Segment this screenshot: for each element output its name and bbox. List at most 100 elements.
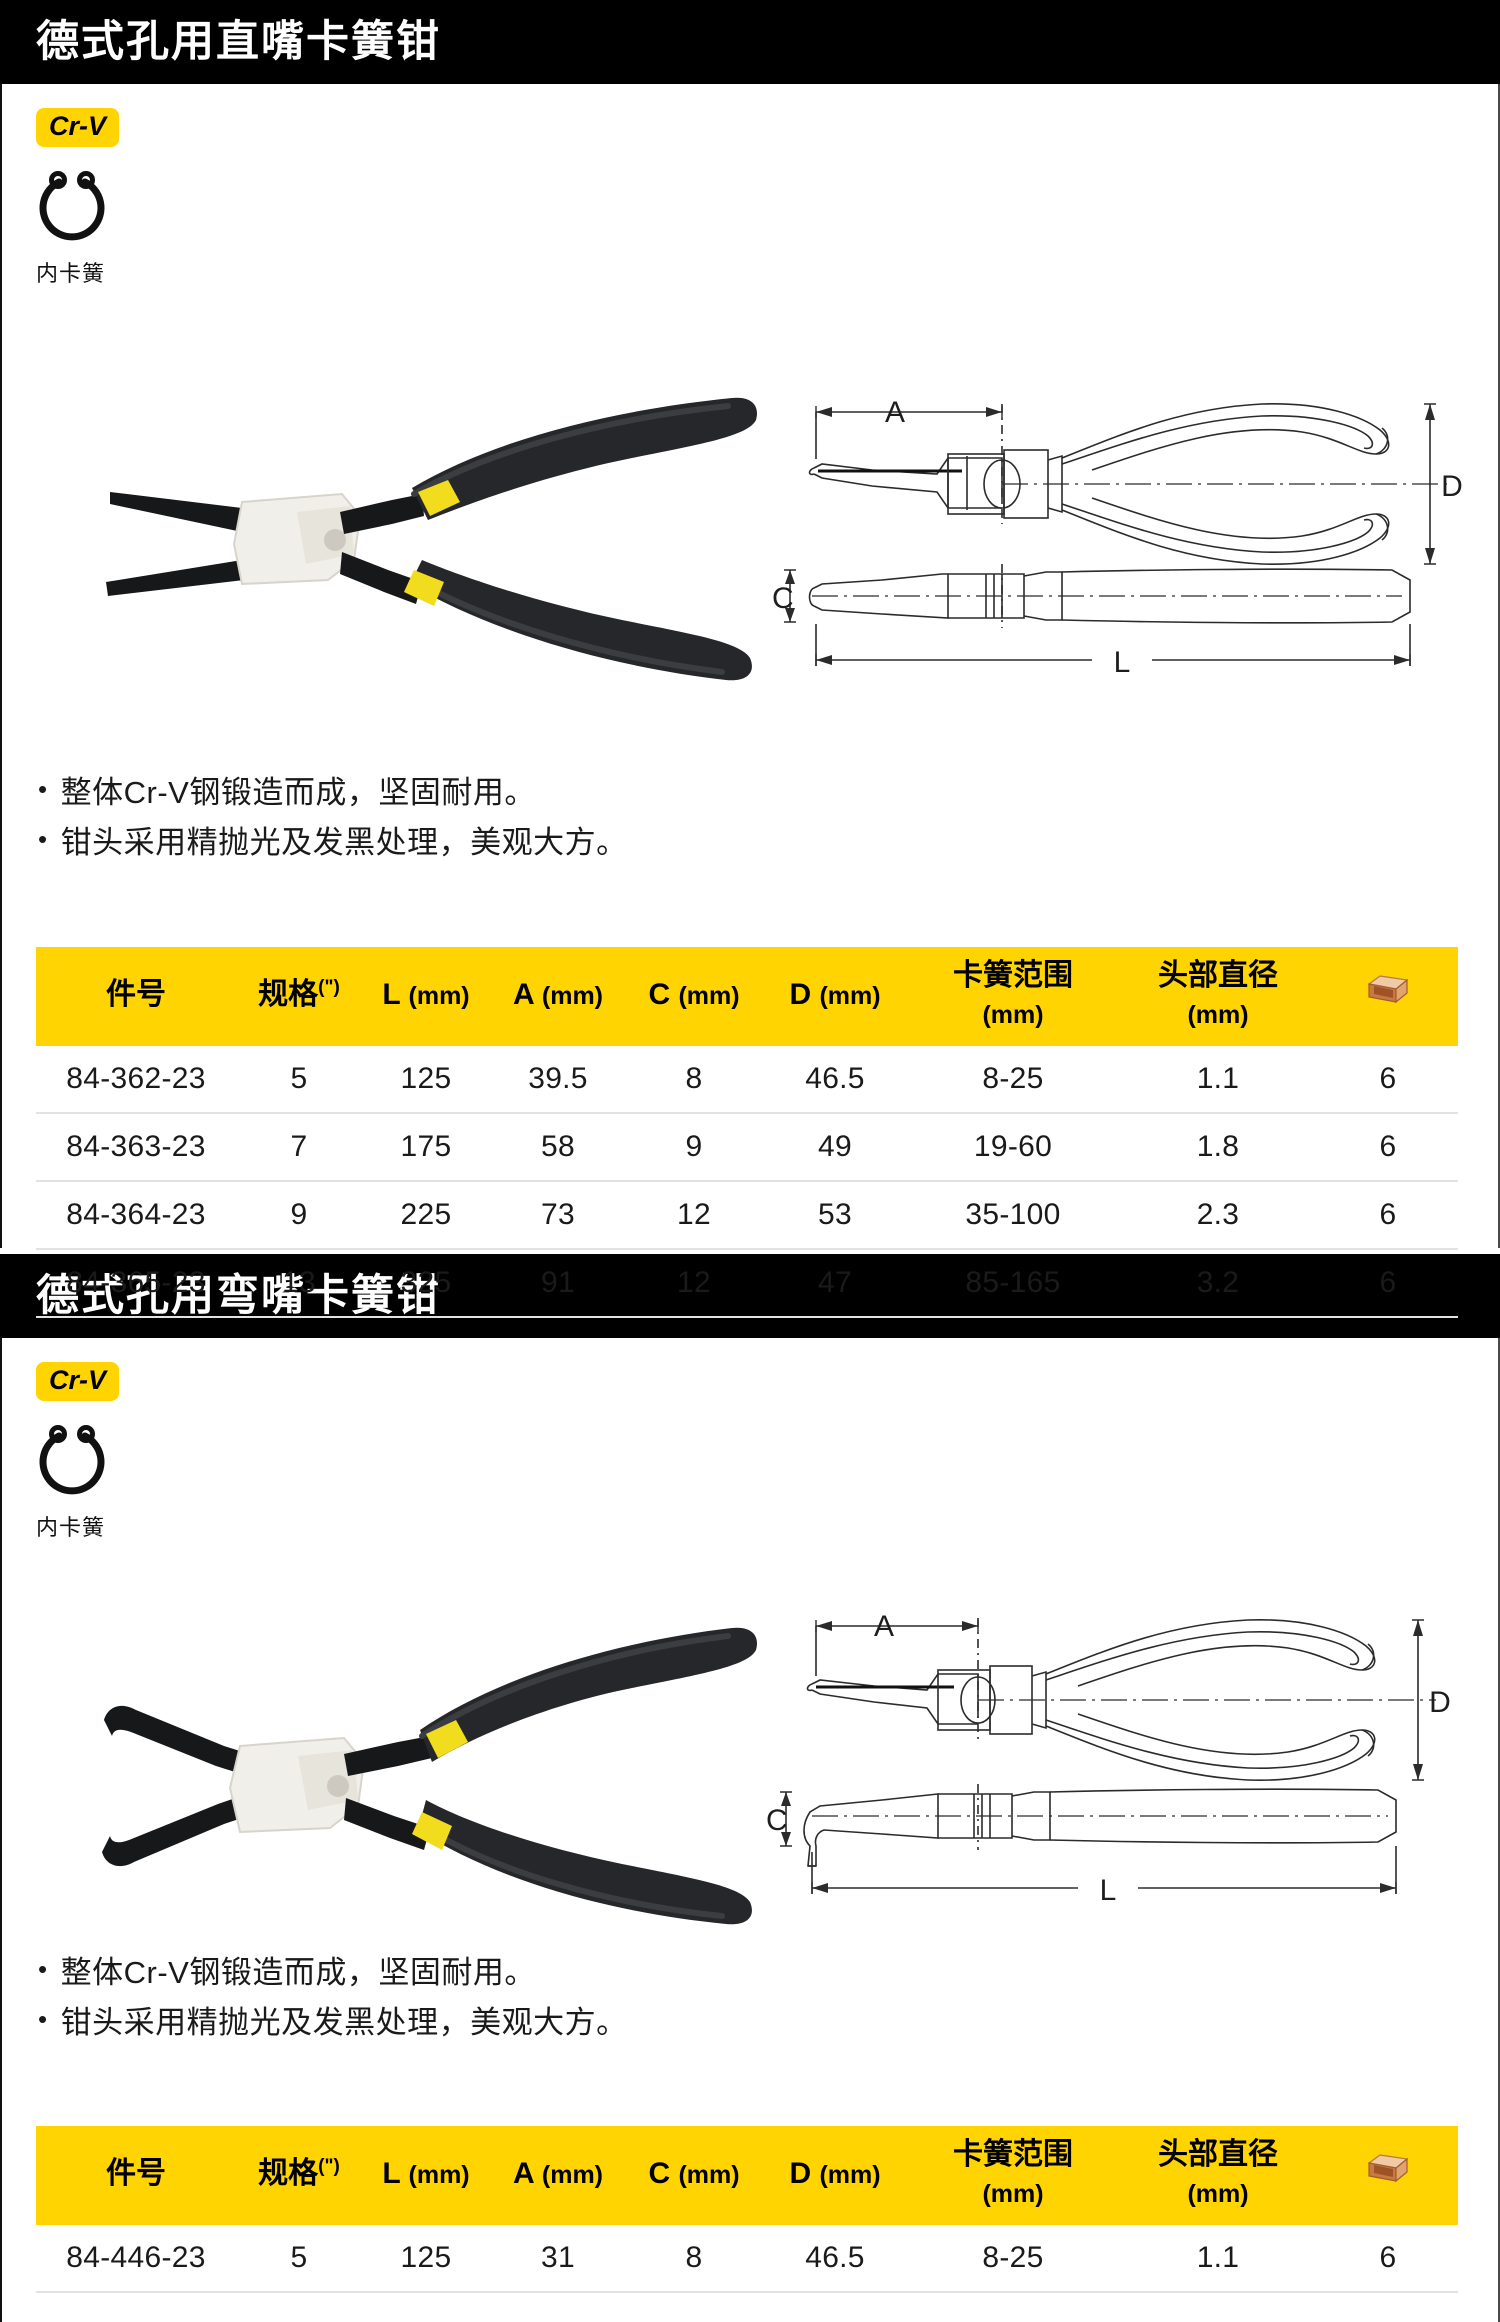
cell-d: 47 [762, 1248, 908, 1318]
crv-badge-2: Cr-V [36, 1362, 120, 1401]
table-row: 84-446-23 5 125 31 8 46.5 8-25 1.1 6 [36, 2224, 1458, 2293]
crv-badge-1: Cr-V [36, 108, 120, 147]
bullet-item: • 整体Cr-V钢锻造而成，坚固耐用。 [38, 768, 628, 818]
dim-label-l: L [1100, 1874, 1117, 1907]
cell-part-no: 84-365-23 [36, 1248, 236, 1318]
cell-circlip-range: 35-100 [908, 1180, 1118, 1250]
cell-package-qty: 6 [1318, 1248, 1458, 1318]
internal-circlip-icon-wrap-1: 内卡簧 [36, 169, 216, 288]
table-header-row: 件号 规格(") L (mm) A (mm) C (mm) [36, 2126, 1458, 2225]
table-header-row: 件号 规格(") L (mm) A (mm) C (mm) [36, 947, 1458, 1046]
product-photo-1 [92, 384, 772, 704]
cell-a: 73 [490, 1180, 626, 1250]
cell-c: 8 [626, 1045, 762, 1114]
table-body-2: 84-446-23 5 125 31 8 46.5 8-25 1.1 6 [36, 2224, 1458, 2293]
cell-package-qty: 6 [1318, 1112, 1458, 1182]
table-row: 84-364-23 9 225 73 12 53 35-100 2.3 6 [36, 1180, 1458, 1250]
cell-l: 125 [362, 2224, 490, 2293]
cell-circlip-range: 8-25 [908, 1045, 1118, 1114]
cell-l: 225 [362, 1180, 490, 1250]
cell-size: 5 [236, 2224, 362, 2293]
col-header-d: D (mm) [762, 947, 908, 1046]
table-row: 84-362-23 5 125 39.5 8 46.5 8-25 1.1 6 [36, 1045, 1458, 1114]
internal-circlip-icon [39, 1425, 105, 1495]
section-body-1: Cr-V 内卡簧 [0, 84, 1500, 1318]
dim-label-a: A [885, 396, 905, 429]
cell-l: 125 [362, 1045, 490, 1114]
bullet-item: • 钳头采用精抛光及发黑处理，美观大方。 [38, 818, 628, 868]
bullet-dot-icon: • [38, 824, 48, 855]
cell-tip-diameter: 2.3 [1118, 1180, 1318, 1250]
cell-a: 39.5 [490, 1045, 626, 1114]
bullet-item: • 整体Cr-V钢锻造而成，坚固耐用。 [38, 1948, 628, 1998]
table-row: 84-363-23 7 175 58 9 49 19-60 1.8 6 [36, 1112, 1458, 1182]
cell-d: 46.5 [762, 1045, 908, 1114]
cell-circlip-range: 19-60 [908, 1112, 1118, 1182]
col-header-circlip-range: 卡簧范围 (mm) [908, 2126, 1118, 2225]
col-header-package-qty [1318, 2126, 1458, 2225]
bullet-text: 钳头采用精抛光及发黑处理，美观大方。 [60, 2005, 628, 2041]
dim-label-l: L [1114, 646, 1131, 679]
col-header-circlip-range: 卡簧范围 (mm) [908, 947, 1118, 1046]
section-title-1: 德式孔用直嘴卡簧钳 [36, 17, 441, 66]
col-header-tip-diameter: 头部直径 (mm) [1118, 947, 1318, 1046]
cell-a: 31 [490, 2224, 626, 2293]
cell-package-qty: 6 [1318, 1045, 1458, 1114]
cell-size: 7 [236, 1112, 362, 1182]
dim-label-a: A [874, 1610, 894, 1643]
dim-label-c: C [772, 582, 794, 615]
dim-label-c: C [766, 1804, 788, 1837]
open-box-icon [1365, 2146, 1411, 2202]
col-header-tip-diameter: 头部直径 (mm) [1118, 2126, 1318, 2225]
cell-c: 12 [626, 1248, 762, 1318]
bullet-text: 整体Cr-V钢锻造而成，坚固耐用。 [60, 1955, 536, 1990]
cell-circlip-range: 85-165 [908, 1248, 1118, 1318]
cell-c: 8 [626, 2224, 762, 2293]
section-body-2: Cr-V 内卡簧 [0, 1338, 1500, 2322]
spec-table-1: 件号 规格(") L (mm) A (mm) C (mm) [36, 947, 1458, 1318]
cell-size: 9 [236, 1180, 362, 1250]
col-header-d: D (mm) [762, 2126, 908, 2225]
col-header-c: C (mm) [626, 947, 762, 1046]
cell-part-no: 84-364-23 [36, 1180, 236, 1250]
bullet-dot-icon: • [38, 1954, 48, 1984]
material-badge-group-2: Cr-V 内卡簧 [36, 1362, 216, 1542]
cell-part-no: 84-362-23 [36, 1045, 236, 1114]
cell-d: 49 [762, 1112, 908, 1182]
cell-c: 12 [626, 1180, 762, 1250]
table-body-1: 84-362-23 5 125 39.5 8 46.5 8-25 1.1 6 8… [36, 1045, 1458, 1318]
col-header-package-qty [1318, 947, 1458, 1046]
feature-bullets-2: • 整体Cr-V钢锻造而成，坚固耐用。 • 钳头采用精抛光及发黑处理，美观大方。 [38, 1948, 628, 2048]
section-title-bar-1: 德式孔用直嘴卡簧钳 [0, 0, 1500, 84]
col-header-size: 规格(") [236, 2126, 362, 2225]
col-header-l: L (mm) [362, 2126, 490, 2225]
cell-d: 53 [762, 1180, 908, 1250]
col-header-part-no: 件号 [36, 947, 236, 1046]
bullet-item: • 钳头采用精抛光及发黑处理，美观大方。 [38, 1998, 628, 2048]
cell-circlip-range: 8-25 [908, 2224, 1118, 2293]
internal-circlip-icon [39, 171, 105, 241]
cell-size: 5 [236, 1045, 362, 1114]
material-badge-group-1: Cr-V 内卡簧 [36, 108, 216, 288]
cell-a: 91 [490, 1248, 626, 1318]
cell-tip-diameter: 3.2 [1118, 1248, 1318, 1318]
circlip-label-1: 内卡簧 [36, 261, 106, 286]
bullet-text: 整体Cr-V钢锻造而成，坚固耐用。 [60, 775, 536, 810]
table-row: 84-365-23 13 325 91 12 47 85-165 3.2 6 [36, 1248, 1458, 1318]
cell-tip-diameter: 1.8 [1118, 1112, 1318, 1182]
internal-circlip-icon-wrap-2: 内卡簧 [36, 1423, 216, 1542]
bullet-dot-icon: • [38, 774, 48, 804]
cell-package-qty: 6 [1318, 1180, 1458, 1250]
col-header-c: C (mm) [626, 2126, 762, 2225]
col-header-part-no: 件号 [36, 2126, 236, 2225]
technical-drawing-2: A D C L [762, 1588, 1492, 1907]
cell-c: 9 [626, 1112, 762, 1182]
circlip-label-2: 内卡簧 [36, 1515, 106, 1540]
technical-drawing-1: A D C L [762, 374, 1492, 684]
spec-table-2: 件号 规格(") L (mm) A (mm) C (mm) [36, 2126, 1458, 2293]
col-header-a: A (mm) [490, 947, 626, 1046]
bullet-dot-icon: • [38, 2004, 48, 2035]
cell-tip-diameter: 1.1 [1118, 2224, 1318, 2293]
open-box-icon [1365, 967, 1411, 1023]
